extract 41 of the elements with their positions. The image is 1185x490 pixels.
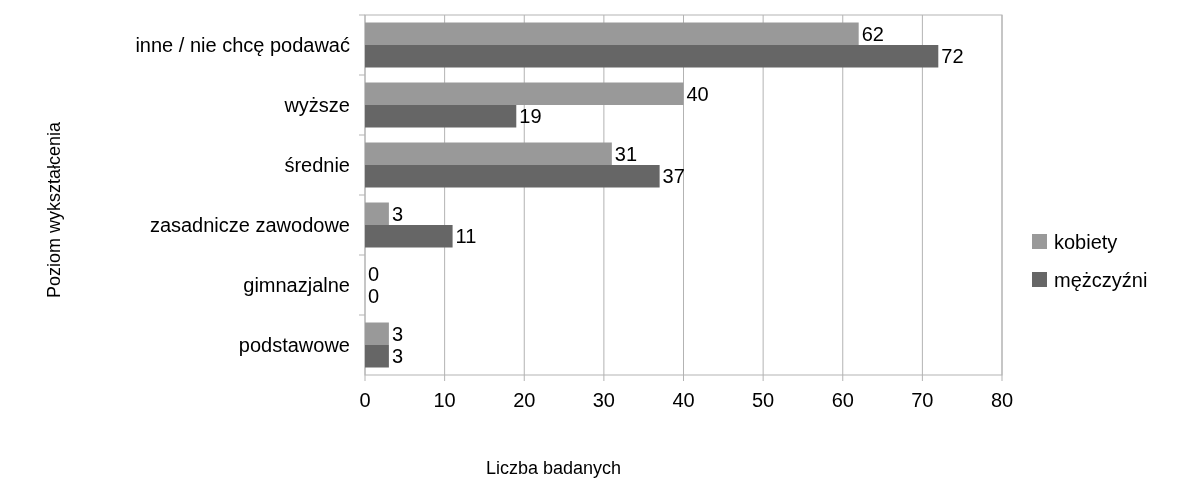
x-tick-label: 50 [752, 389, 775, 411]
data-label: 72 [941, 45, 964, 68]
data-label: 40 [686, 82, 709, 105]
legend-label: mężczyźni [1054, 269, 1148, 291]
y-tick-label: średnie [284, 154, 350, 176]
x-tick-label: 60 [831, 389, 854, 411]
data-label: 3 [391, 345, 404, 368]
y-tick-label: inne / nie chcę podawać [135, 34, 350, 56]
data-label: 37 [662, 165, 685, 188]
x-tick-label: 80 [990, 389, 1014, 411]
bar [365, 345, 389, 368]
bar [365, 202, 389, 225]
bar [365, 45, 939, 68]
y-tick-label: podstawowe [238, 334, 350, 356]
x-tick-label: 0 [359, 389, 371, 411]
data-label: 19 [519, 105, 542, 128]
data-label: 62 [861, 22, 884, 45]
bar [365, 322, 389, 345]
x-tick-label: 40 [672, 389, 695, 411]
x-tick-label: 20 [513, 389, 536, 411]
bar [365, 142, 612, 165]
data-label: 3 [391, 202, 404, 225]
legend-label: kobiety [1054, 231, 1118, 253]
y-tick-label: wyższe [283, 94, 350, 116]
data-label: 3 [391, 322, 404, 345]
x-tick-label: 70 [911, 389, 934, 411]
x-tick-label: 10 [433, 389, 456, 411]
data-label: 0 [368, 262, 380, 285]
y-tick-label: gimnazjalne [243, 274, 350, 296]
data-label: 0 [368, 285, 380, 308]
bar [365, 225, 453, 248]
bar [365, 165, 660, 188]
y-axis-title: Poziom wykształcenia [44, 120, 64, 299]
data-label: 11 [455, 225, 477, 248]
x-tick-label: 30 [592, 389, 615, 411]
bar [365, 22, 859, 45]
y-tick-label: zasadnicze zawodowe [149, 214, 350, 236]
bar [365, 82, 684, 105]
bar [365, 105, 517, 128]
x-axis-title: Liczba badanych [485, 458, 622, 478]
data-label: 31 [614, 142, 638, 165]
